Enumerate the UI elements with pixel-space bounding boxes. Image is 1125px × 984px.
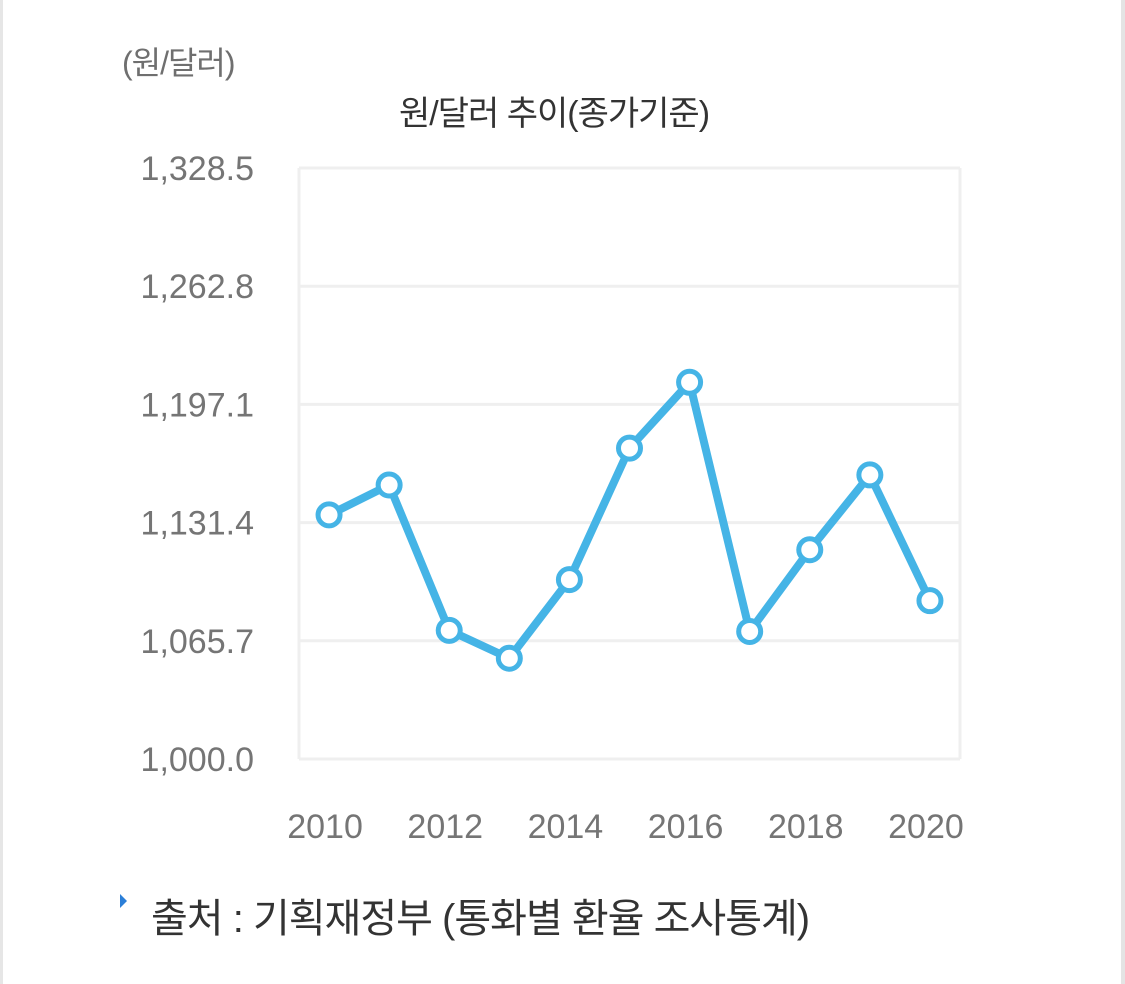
y-tick-label: 1,131.4 xyxy=(141,505,254,543)
data-point-marker xyxy=(616,434,643,462)
data-point-marker xyxy=(435,616,463,644)
y-tick-label: 1,065.7 xyxy=(141,623,254,661)
x-tick-label: 2016 xyxy=(648,808,724,846)
data-point-marker xyxy=(495,644,523,672)
triangle-right-icon xyxy=(120,894,127,908)
data-point-marker xyxy=(736,617,764,645)
series-line xyxy=(327,378,934,663)
y-tick-label: 1,262.8 xyxy=(141,268,254,306)
data-point-marker xyxy=(676,368,704,396)
y-unit-label: (원/달러) xyxy=(122,45,236,81)
y-tick-label: 1,328.5 xyxy=(141,150,254,188)
scrollbar[interactable] xyxy=(1121,0,1125,984)
x-tick-label: 2014 xyxy=(528,808,604,846)
x-tick-label: 2012 xyxy=(407,808,483,846)
x-tick-label: 2018 xyxy=(768,808,844,846)
data-point-marker xyxy=(916,587,944,615)
data-point-marker xyxy=(375,471,403,499)
source-note: 출처 : 기획재정부 (통화별 환율 조사통계) xyxy=(120,886,810,944)
source-text: 출처 : 기획재정부 (통화별 환율 조사통계) xyxy=(151,897,810,941)
y-tick-label: 1,000.0 xyxy=(141,741,254,779)
data-point-marker xyxy=(555,566,583,594)
data-point-marker xyxy=(796,536,824,564)
chart-title: 원/달러 추이(종가기준) xyxy=(398,95,710,133)
x-tick-label: 2010 xyxy=(287,808,363,846)
data-point-marker xyxy=(315,501,343,529)
data-point-marker xyxy=(856,461,884,489)
left-border xyxy=(0,0,3,984)
y-tick-label: 1,197.1 xyxy=(141,386,254,424)
x-tick-label: 2020 xyxy=(888,808,964,846)
